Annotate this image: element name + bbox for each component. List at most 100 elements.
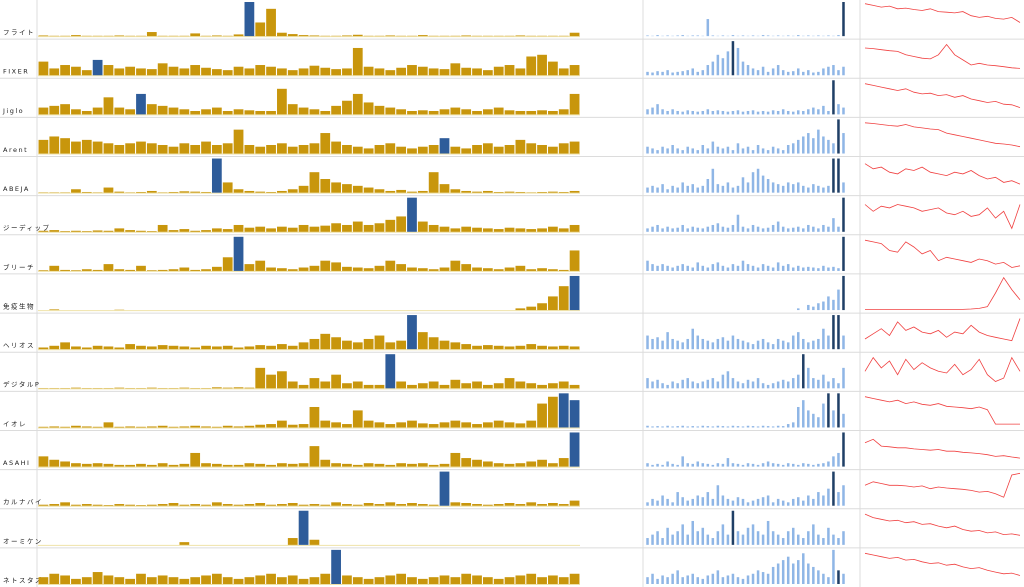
bar (179, 542, 190, 545)
bar (756, 531, 760, 545)
bar (807, 187, 810, 193)
bar (797, 534, 800, 545)
bar (244, 387, 255, 389)
bar (746, 463, 750, 467)
bar (797, 497, 800, 506)
bar (812, 378, 815, 389)
bar (676, 110, 679, 115)
bar (298, 224, 309, 232)
bar (569, 190, 580, 193)
bar (504, 145, 515, 154)
bar (781, 538, 785, 545)
bar (81, 269, 92, 271)
bar (417, 383, 428, 389)
bar (81, 139, 92, 154)
bar (706, 575, 710, 584)
bar (827, 110, 830, 115)
bar (751, 150, 755, 154)
bar (287, 269, 298, 271)
bar (515, 575, 526, 584)
bar (827, 35, 830, 37)
bar (298, 424, 309, 428)
highlight-bar (837, 315, 840, 350)
bar (761, 175, 765, 193)
bar (374, 335, 385, 350)
bar (266, 191, 276, 193)
bar (802, 267, 805, 271)
bar (671, 534, 674, 545)
bar (807, 109, 810, 115)
bar (569, 224, 580, 232)
bar (179, 68, 190, 76)
bar (157, 425, 168, 428)
bar (81, 231, 92, 232)
bar (791, 143, 795, 154)
bar (493, 345, 504, 350)
bar (681, 71, 684, 76)
bar (125, 464, 136, 467)
bar (661, 495, 664, 506)
bar (686, 534, 689, 545)
bar (716, 146, 720, 154)
bar (428, 145, 439, 154)
line (864, 83, 1021, 108)
highlight-bar (558, 393, 569, 428)
bar (786, 110, 790, 115)
bar (691, 498, 694, 506)
bar (537, 145, 547, 154)
bar (233, 129, 244, 154)
bar (791, 527, 795, 545)
bar (331, 374, 341, 389)
bar (342, 224, 352, 232)
bar (756, 426, 760, 428)
bar (439, 384, 450, 389)
bar (287, 146, 298, 154)
bar (726, 426, 730, 428)
bar (493, 191, 504, 193)
bar (92, 426, 103, 428)
bar (776, 65, 780, 76)
bar (266, 573, 276, 584)
bar (661, 264, 664, 271)
bar (114, 504, 125, 506)
bar (558, 109, 569, 115)
bar (277, 143, 287, 154)
bar (771, 182, 775, 193)
bar (558, 345, 569, 350)
bar (741, 383, 745, 389)
bar (791, 71, 795, 76)
bar (646, 228, 649, 232)
bar (472, 191, 482, 193)
bar (548, 296, 558, 311)
bar (786, 71, 790, 76)
bar (385, 219, 396, 232)
bar (352, 221, 363, 232)
bar (385, 464, 396, 467)
bar (827, 139, 830, 154)
bar (320, 420, 331, 428)
bar (526, 502, 537, 506)
bar (706, 226, 710, 232)
bar (201, 269, 211, 271)
bar (255, 146, 266, 154)
bar (837, 538, 840, 545)
bar (812, 566, 815, 584)
bar (352, 267, 363, 271)
bar (686, 338, 689, 350)
bar (766, 71, 770, 76)
bar (363, 187, 374, 193)
bar (701, 463, 705, 467)
bar (331, 463, 341, 467)
bar (786, 35, 790, 37)
highlight-bar (837, 570, 840, 584)
bar (761, 148, 765, 154)
bar (136, 573, 146, 584)
bar (706, 179, 710, 193)
bar (746, 575, 750, 584)
bar (776, 221, 780, 232)
bar (255, 463, 266, 467)
bar (569, 250, 580, 271)
bar (482, 228, 493, 232)
bar (407, 503, 417, 506)
bar (222, 110, 233, 115)
